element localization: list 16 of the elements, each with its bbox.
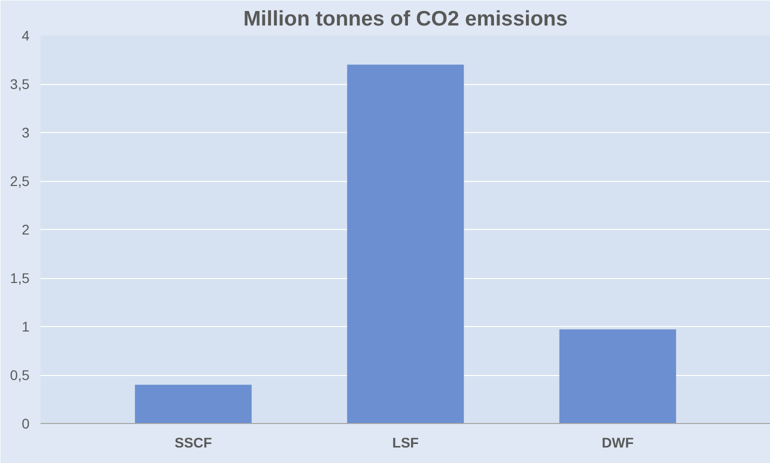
y-tick-label: 3,5 xyxy=(10,76,30,92)
y-tick-label: 1 xyxy=(22,318,30,334)
x-tick-label: DWF xyxy=(602,434,634,450)
y-tick-label: 2 xyxy=(22,222,30,238)
y-tick-label: 0,5 xyxy=(10,367,30,383)
chart-title: Million tonnes of CO2 emissions xyxy=(243,8,568,30)
y-tick-label: 4 xyxy=(22,28,30,44)
bar xyxy=(347,64,464,424)
y-tick-label: 3 xyxy=(22,124,30,140)
y-tick-label: 2,5 xyxy=(10,173,30,189)
y-tick-label: 0 xyxy=(22,416,30,432)
x-tick-label: SSCF xyxy=(174,434,212,450)
x-tick-label: LSF xyxy=(392,434,420,450)
y-tick-label: 1,5 xyxy=(10,270,30,286)
bar xyxy=(559,329,676,424)
bar xyxy=(134,384,252,424)
